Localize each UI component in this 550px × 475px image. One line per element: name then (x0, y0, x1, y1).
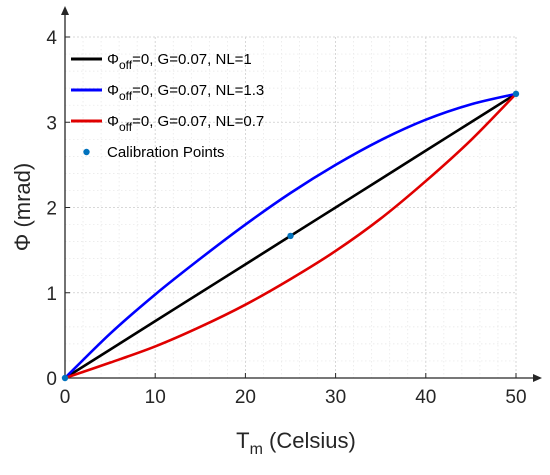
legend: Φoff=0, G=0.07, NL=1 Φoff=0, G=0.07, NL=1… (71, 51, 264, 161)
y-axis-label: Φ (mrad) (10, 163, 35, 251)
y-tick-label: 0 (46, 369, 57, 390)
x-tick-label: 50 (505, 387, 526, 408)
x-tick-label: 0 (60, 387, 71, 408)
calibration-markers (61, 90, 520, 382)
calibration-point (512, 90, 520, 98)
y-tick-label: 4 (46, 28, 57, 49)
y-tick-label: 1 (46, 284, 57, 305)
legend-entry-2: Φoff=0, G=0.07, NL=1.3 (107, 82, 264, 103)
axis-lines (64, 14, 534, 379)
axes (61, 6, 542, 382)
x-tick-label: 30 (325, 387, 346, 408)
series-line-3 (64, 92, 517, 380)
x-axis-label: Tm (Celsius) (236, 428, 356, 458)
y-tick-label: 3 (46, 113, 57, 134)
legend-entry-1: Φoff=0, G=0.07, NL=1 (107, 51, 252, 72)
x-tick-label: 20 (235, 387, 256, 408)
legend-swatch-points (83, 148, 90, 156)
x-tick-label: 10 (145, 387, 166, 408)
y-tick-label: 2 (46, 199, 57, 220)
series-line-2 (64, 92, 517, 379)
legend-entry-points: Calibration Points (107, 144, 225, 161)
calibration-point (287, 232, 294, 240)
x-axis-arrow (533, 374, 542, 382)
y-axis-arrow (61, 6, 69, 15)
legend-entry-3: Φoff=0, G=0.07, NL=0.7 (107, 113, 264, 134)
tick-labels: 0 10 20 30 40 50 0 1 2 3 4 (46, 28, 526, 408)
calibration-point (61, 374, 69, 382)
x-tick-label: 40 (415, 387, 436, 408)
